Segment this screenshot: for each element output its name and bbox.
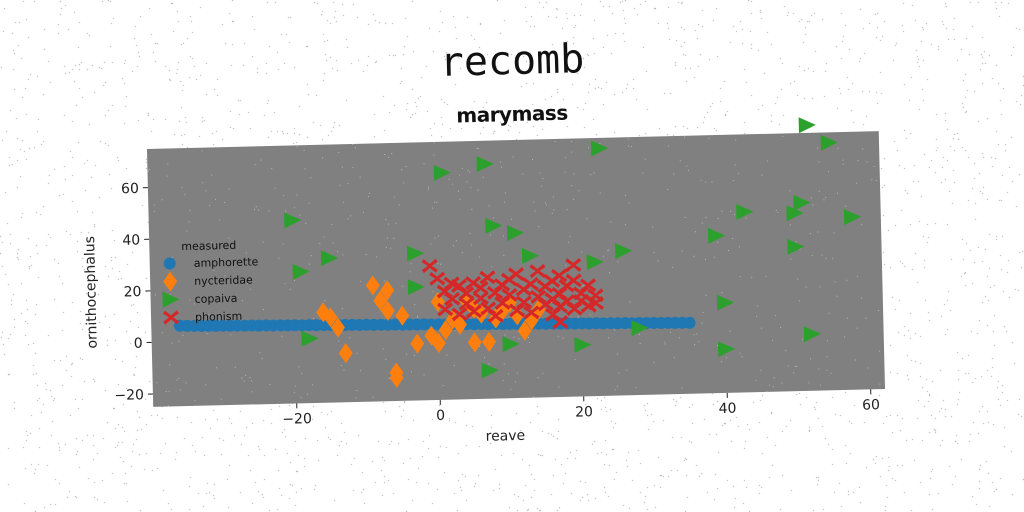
point-copaiva — [798, 117, 816, 134]
point-copaiva — [843, 209, 862, 226]
point-nycteridae — [323, 307, 338, 328]
x-tick-label: 40 — [718, 401, 736, 417]
point-nycteridae — [431, 333, 446, 354]
point-phonism — [458, 286, 475, 301]
point-phonism — [479, 270, 496, 285]
point-phonism — [522, 276, 539, 292]
point-copaiva — [820, 134, 838, 151]
point-phonism — [580, 278, 597, 293]
point-phonism — [551, 268, 568, 283]
plot-area — [146, 131, 886, 407]
legend-marker-nycteridae — [163, 271, 178, 292]
legend-label-nycteridae: nycteridae — [194, 273, 253, 287]
point-phonism — [501, 287, 518, 303]
point-copaiva — [406, 245, 425, 262]
point-copaiva — [433, 164, 451, 181]
legend-marker-phonism — [162, 310, 180, 325]
legend-title: measured — [181, 239, 236, 253]
x-axis-label: reave — [485, 428, 525, 445]
y-tick-label: 0 — [134, 336, 143, 352]
point-copaiva — [521, 247, 540, 264]
point-nycteridae — [338, 343, 353, 364]
point-copaiva — [716, 294, 734, 311]
y-axis-label: ornithocephalus — [82, 236, 101, 349]
legend-marker-copaiva — [162, 291, 180, 308]
point-copaiva — [787, 238, 805, 255]
point-phonism — [552, 314, 569, 330]
point-copaiva — [717, 341, 736, 358]
point-phonism — [465, 304, 483, 319]
point-nycteridae — [482, 331, 497, 352]
point-nycteridae — [510, 305, 525, 326]
x-tick-label: 20 — [575, 404, 593, 420]
y-tick-label: 60 — [121, 181, 139, 197]
series-copaiva — [284, 117, 862, 379]
point-copaiva — [803, 326, 821, 343]
point-phonism — [523, 305, 540, 320]
point-copaiva — [590, 140, 609, 157]
point-copaiva — [707, 227, 726, 244]
point-phonism — [587, 296, 604, 311]
point-copaiva — [631, 320, 649, 337]
point-copaiva — [284, 212, 302, 229]
point-copaiva — [301, 330, 319, 347]
legend-label-amphorette: amphorette — [194, 255, 259, 270]
point-copaiva — [407, 279, 425, 296]
point-nycteridae — [438, 320, 453, 341]
point-nycteridae — [410, 333, 425, 354]
x-tick-label: 60 — [862, 397, 880, 413]
point-phonism — [565, 273, 582, 288]
legend: measured amphorette nycteridae copaiva phoni… — [162, 239, 259, 325]
point-copaiva — [502, 336, 520, 353]
point-phonism — [472, 280, 489, 296]
x-tick-label: −20 — [282, 411, 312, 428]
point-copaiva — [736, 204, 754, 220]
point-copaiva — [476, 156, 494, 173]
point-copaiva — [481, 362, 499, 379]
point-copaiva — [485, 217, 503, 234]
point-copaiva — [786, 205, 804, 222]
point-copaiva — [506, 225, 525, 242]
point-phonism — [472, 291, 489, 306]
point-phonism — [565, 257, 582, 273]
point-phonism — [515, 295, 533, 310]
point-phonism — [529, 263, 546, 279]
y-tick-label: 20 — [123, 284, 141, 300]
point-nycteridae — [467, 332, 482, 353]
point-copaiva — [320, 250, 339, 267]
point-copaiva — [793, 194, 811, 211]
point-phonism — [508, 267, 525, 282]
legend-label-phonism: phonism — [195, 310, 242, 324]
point-phonism — [429, 271, 446, 286]
point-nycteridae — [395, 305, 410, 326]
point-amphorette — [683, 316, 696, 329]
point-nycteridae — [373, 290, 388, 311]
point-nycteridae — [452, 314, 467, 335]
point-copaiva — [574, 336, 592, 353]
point-phonism — [421, 258, 438, 274]
point-copaiva — [292, 263, 310, 280]
legend-label-copaiva: copaiva — [194, 292, 237, 306]
point-nycteridae — [365, 275, 380, 296]
point-nycteridae — [380, 300, 395, 321]
point-nycteridae — [389, 362, 404, 383]
point-phonism — [444, 291, 461, 307]
point-phonism — [437, 302, 454, 317]
plot-group: −20 0 20 40 60 −20 0 20 40 60 reave ornithocephalus… — [82, 117, 886, 445]
point-nycteridae — [330, 317, 345, 338]
point-nycteridae — [380, 280, 395, 301]
point-copaiva — [586, 254, 604, 271]
point-phonism — [487, 308, 504, 324]
x-tick-label: 0 — [436, 408, 445, 424]
y-tick-label: 40 — [122, 232, 140, 248]
y-tick-label: −20 — [114, 387, 144, 404]
point-phonism — [451, 307, 468, 322]
point-copaiva — [615, 243, 633, 260]
legend-marker-amphorette — [163, 257, 176, 270]
point-nycteridae — [517, 320, 532, 341]
series-phonism — [421, 257, 604, 330]
